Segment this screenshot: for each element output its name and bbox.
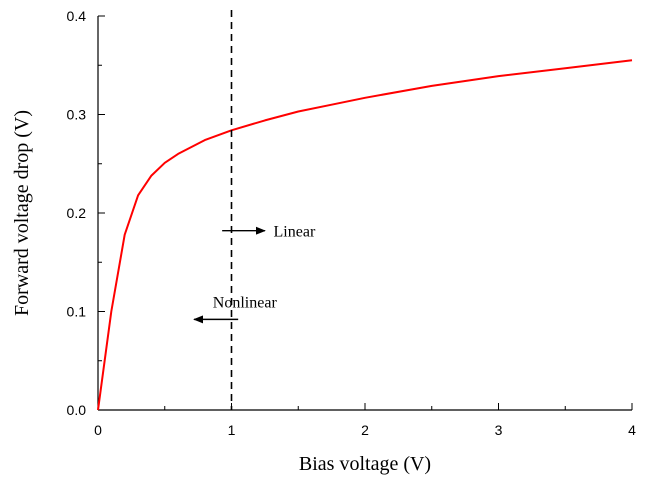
y-tick-label: 0.1 <box>67 304 87 320</box>
x-tick-label: 0 <box>94 422 102 438</box>
plot-frame <box>97 16 632 411</box>
tick-labels: 0 1 2 3 4 0.0 0.1 0.2 0.3 0.4 <box>67 8 637 438</box>
x-tick-label: 3 <box>495 422 503 438</box>
annotations: Linear Nonlinear <box>193 10 316 410</box>
y-axis-title: Forward voltage drop (V) <box>11 110 33 316</box>
nonlinear-label: Nonlinear <box>213 294 278 311</box>
series-line <box>97 59 633 411</box>
y-tick-label: 0.4 <box>67 8 87 24</box>
y-tick-label: 0.2 <box>67 205 87 221</box>
series-layer <box>97 59 633 411</box>
x-tick-label: 4 <box>628 422 636 438</box>
linear-label: Linear <box>274 224 316 241</box>
ticks <box>97 15 633 411</box>
y-tick-label: 0.0 <box>67 402 87 418</box>
x-tick-label: 2 <box>361 422 369 438</box>
y-tick-label: 0.3 <box>67 107 87 123</box>
x-axis-title: Bias voltage (V) <box>299 453 431 475</box>
x-tick-label: 1 <box>228 422 236 438</box>
